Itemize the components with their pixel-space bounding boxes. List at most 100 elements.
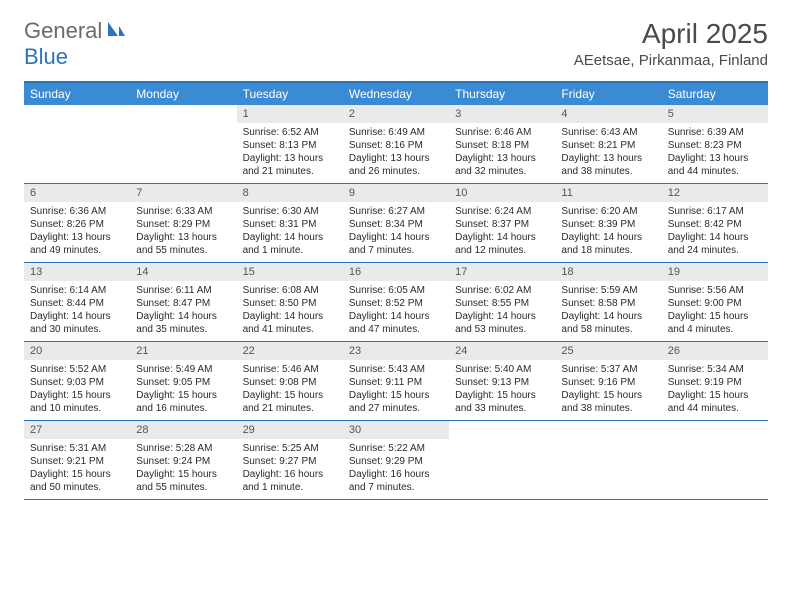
sunset-text: Sunset: 9:24 PM (136, 455, 230, 468)
day-number: 1 (237, 105, 343, 123)
day-cell (24, 105, 130, 183)
sunset-text: Sunset: 8:34 PM (349, 218, 443, 231)
day-cell: 26Sunrise: 5:34 AMSunset: 9:19 PMDayligh… (662, 342, 768, 420)
sunset-text: Sunset: 8:31 PM (243, 218, 337, 231)
sunset-text: Sunset: 9:13 PM (455, 376, 549, 389)
day-cell (449, 421, 555, 499)
sunset-text: Sunset: 9:29 PM (349, 455, 443, 468)
sunset-text: Sunset: 8:13 PM (243, 139, 337, 152)
week-row: 6Sunrise: 6:36 AMSunset: 8:26 PMDaylight… (24, 184, 768, 263)
day-cell: 1Sunrise: 6:52 AMSunset: 8:13 PMDaylight… (237, 105, 343, 183)
daylight-text: Daylight: 14 hours and 24 minutes. (668, 231, 762, 257)
sunrise-text: Sunrise: 5:34 AM (668, 363, 762, 376)
day-cell: 9Sunrise: 6:27 AMSunset: 8:34 PMDaylight… (343, 184, 449, 262)
day-number: 10 (449, 184, 555, 202)
day-body: Sunrise: 5:34 AMSunset: 9:19 PMDaylight:… (662, 360, 768, 419)
day-cell: 3Sunrise: 6:46 AMSunset: 8:18 PMDaylight… (449, 105, 555, 183)
day-body: Sunrise: 6:33 AMSunset: 8:29 PMDaylight:… (130, 202, 236, 261)
sunrise-text: Sunrise: 5:52 AM (30, 363, 124, 376)
sunrise-text: Sunrise: 5:25 AM (243, 442, 337, 455)
daylight-text: Daylight: 13 hours and 55 minutes. (136, 231, 230, 257)
day-number: 3 (449, 105, 555, 123)
sunrise-text: Sunrise: 6:36 AM (30, 205, 124, 218)
sunrise-text: Sunrise: 6:20 AM (561, 205, 655, 218)
sunrise-text: Sunrise: 6:24 AM (455, 205, 549, 218)
day-body: Sunrise: 6:08 AMSunset: 8:50 PMDaylight:… (237, 281, 343, 340)
day-cell: 6Sunrise: 6:36 AMSunset: 8:26 PMDaylight… (24, 184, 130, 262)
sunrise-text: Sunrise: 6:49 AM (349, 126, 443, 139)
sunset-text: Sunset: 8:58 PM (561, 297, 655, 310)
daylight-text: Daylight: 13 hours and 26 minutes. (349, 152, 443, 178)
dayhead-fri: Friday (555, 83, 661, 105)
dayhead-thu: Thursday (449, 83, 555, 105)
day-body: Sunrise: 5:52 AMSunset: 9:03 PMDaylight:… (24, 360, 130, 419)
sunset-text: Sunset: 9:11 PM (349, 376, 443, 389)
sunrise-text: Sunrise: 6:46 AM (455, 126, 549, 139)
day-cell: 25Sunrise: 5:37 AMSunset: 9:16 PMDayligh… (555, 342, 661, 420)
day-number: 27 (24, 421, 130, 439)
day-body: Sunrise: 6:52 AMSunset: 8:13 PMDaylight:… (237, 123, 343, 182)
sunset-text: Sunset: 9:27 PM (243, 455, 337, 468)
daylight-text: Daylight: 15 hours and 44 minutes. (668, 389, 762, 415)
day-body: Sunrise: 5:43 AMSunset: 9:11 PMDaylight:… (343, 360, 449, 419)
day-cell: 8Sunrise: 6:30 AMSunset: 8:31 PMDaylight… (237, 184, 343, 262)
day-body: Sunrise: 6:05 AMSunset: 8:52 PMDaylight:… (343, 281, 449, 340)
day-number: 17 (449, 263, 555, 281)
daylight-text: Daylight: 14 hours and 47 minutes. (349, 310, 443, 336)
sunset-text: Sunset: 8:21 PM (561, 139, 655, 152)
sunset-text: Sunset: 8:39 PM (561, 218, 655, 231)
day-body: Sunrise: 6:39 AMSunset: 8:23 PMDaylight:… (662, 123, 768, 182)
sunrise-text: Sunrise: 6:30 AM (243, 205, 337, 218)
daylight-text: Daylight: 14 hours and 18 minutes. (561, 231, 655, 257)
daylight-text: Daylight: 14 hours and 58 minutes. (561, 310, 655, 336)
daylight-text: Daylight: 15 hours and 4 minutes. (668, 310, 762, 336)
sunrise-text: Sunrise: 6:43 AM (561, 126, 655, 139)
day-cell: 18Sunrise: 5:59 AMSunset: 8:58 PMDayligh… (555, 263, 661, 341)
daylight-text: Daylight: 15 hours and 27 minutes. (349, 389, 443, 415)
sunset-text: Sunset: 9:08 PM (243, 376, 337, 389)
day-number: 30 (343, 421, 449, 439)
day-cell: 10Sunrise: 6:24 AMSunset: 8:37 PMDayligh… (449, 184, 555, 262)
day-cell: 11Sunrise: 6:20 AMSunset: 8:39 PMDayligh… (555, 184, 661, 262)
day-cell: 5Sunrise: 6:39 AMSunset: 8:23 PMDaylight… (662, 105, 768, 183)
sunrise-text: Sunrise: 5:22 AM (349, 442, 443, 455)
day-cell: 21Sunrise: 5:49 AMSunset: 9:05 PMDayligh… (130, 342, 236, 420)
brand-logo: General (24, 18, 130, 44)
week-row: 27Sunrise: 5:31 AMSunset: 9:21 PMDayligh… (24, 421, 768, 500)
day-number: 15 (237, 263, 343, 281)
day-number: 23 (343, 342, 449, 360)
brand-part2: Blue (24, 44, 68, 69)
day-number: 12 (662, 184, 768, 202)
day-number: 21 (130, 342, 236, 360)
daylight-text: Daylight: 15 hours and 50 minutes. (30, 468, 124, 494)
calendar-grid: Sunday Monday Tuesday Wednesday Thursday… (24, 83, 768, 500)
daylight-text: Daylight: 14 hours and 35 minutes. (136, 310, 230, 336)
sunset-text: Sunset: 8:55 PM (455, 297, 549, 310)
brand-part2-wrap: Blue (24, 44, 68, 70)
sunset-text: Sunset: 8:23 PM (668, 139, 762, 152)
sunrise-text: Sunrise: 5:37 AM (561, 363, 655, 376)
day-body: Sunrise: 6:02 AMSunset: 8:55 PMDaylight:… (449, 281, 555, 340)
page-header: General April 2025 AEetsae, Pirkanmaa, F… (0, 0, 792, 77)
day-body: Sunrise: 5:25 AMSunset: 9:27 PMDaylight:… (237, 439, 343, 498)
sunrise-text: Sunrise: 6:11 AM (136, 284, 230, 297)
day-body: Sunrise: 5:22 AMSunset: 9:29 PMDaylight:… (343, 439, 449, 498)
daylight-text: Daylight: 14 hours and 30 minutes. (30, 310, 124, 336)
day-cell: 7Sunrise: 6:33 AMSunset: 8:29 PMDaylight… (130, 184, 236, 262)
sunrise-text: Sunrise: 6:39 AM (668, 126, 762, 139)
day-body: Sunrise: 6:14 AMSunset: 8:44 PMDaylight:… (24, 281, 130, 340)
sunset-text: Sunset: 8:52 PM (349, 297, 443, 310)
sunrise-text: Sunrise: 6:14 AM (30, 284, 124, 297)
dayhead-sun: Sunday (24, 83, 130, 105)
day-cell: 16Sunrise: 6:05 AMSunset: 8:52 PMDayligh… (343, 263, 449, 341)
brand-part1: General (24, 18, 102, 44)
location-label: AEetsae, Pirkanmaa, Finland (574, 52, 768, 69)
day-cell: 15Sunrise: 6:08 AMSunset: 8:50 PMDayligh… (237, 263, 343, 341)
day-number: 8 (237, 184, 343, 202)
sunset-text: Sunset: 9:16 PM (561, 376, 655, 389)
day-cell (555, 421, 661, 499)
sunset-text: Sunset: 8:16 PM (349, 139, 443, 152)
sunrise-text: Sunrise: 5:59 AM (561, 284, 655, 297)
daylight-text: Daylight: 14 hours and 41 minutes. (243, 310, 337, 336)
day-cell: 14Sunrise: 6:11 AMSunset: 8:47 PMDayligh… (130, 263, 236, 341)
